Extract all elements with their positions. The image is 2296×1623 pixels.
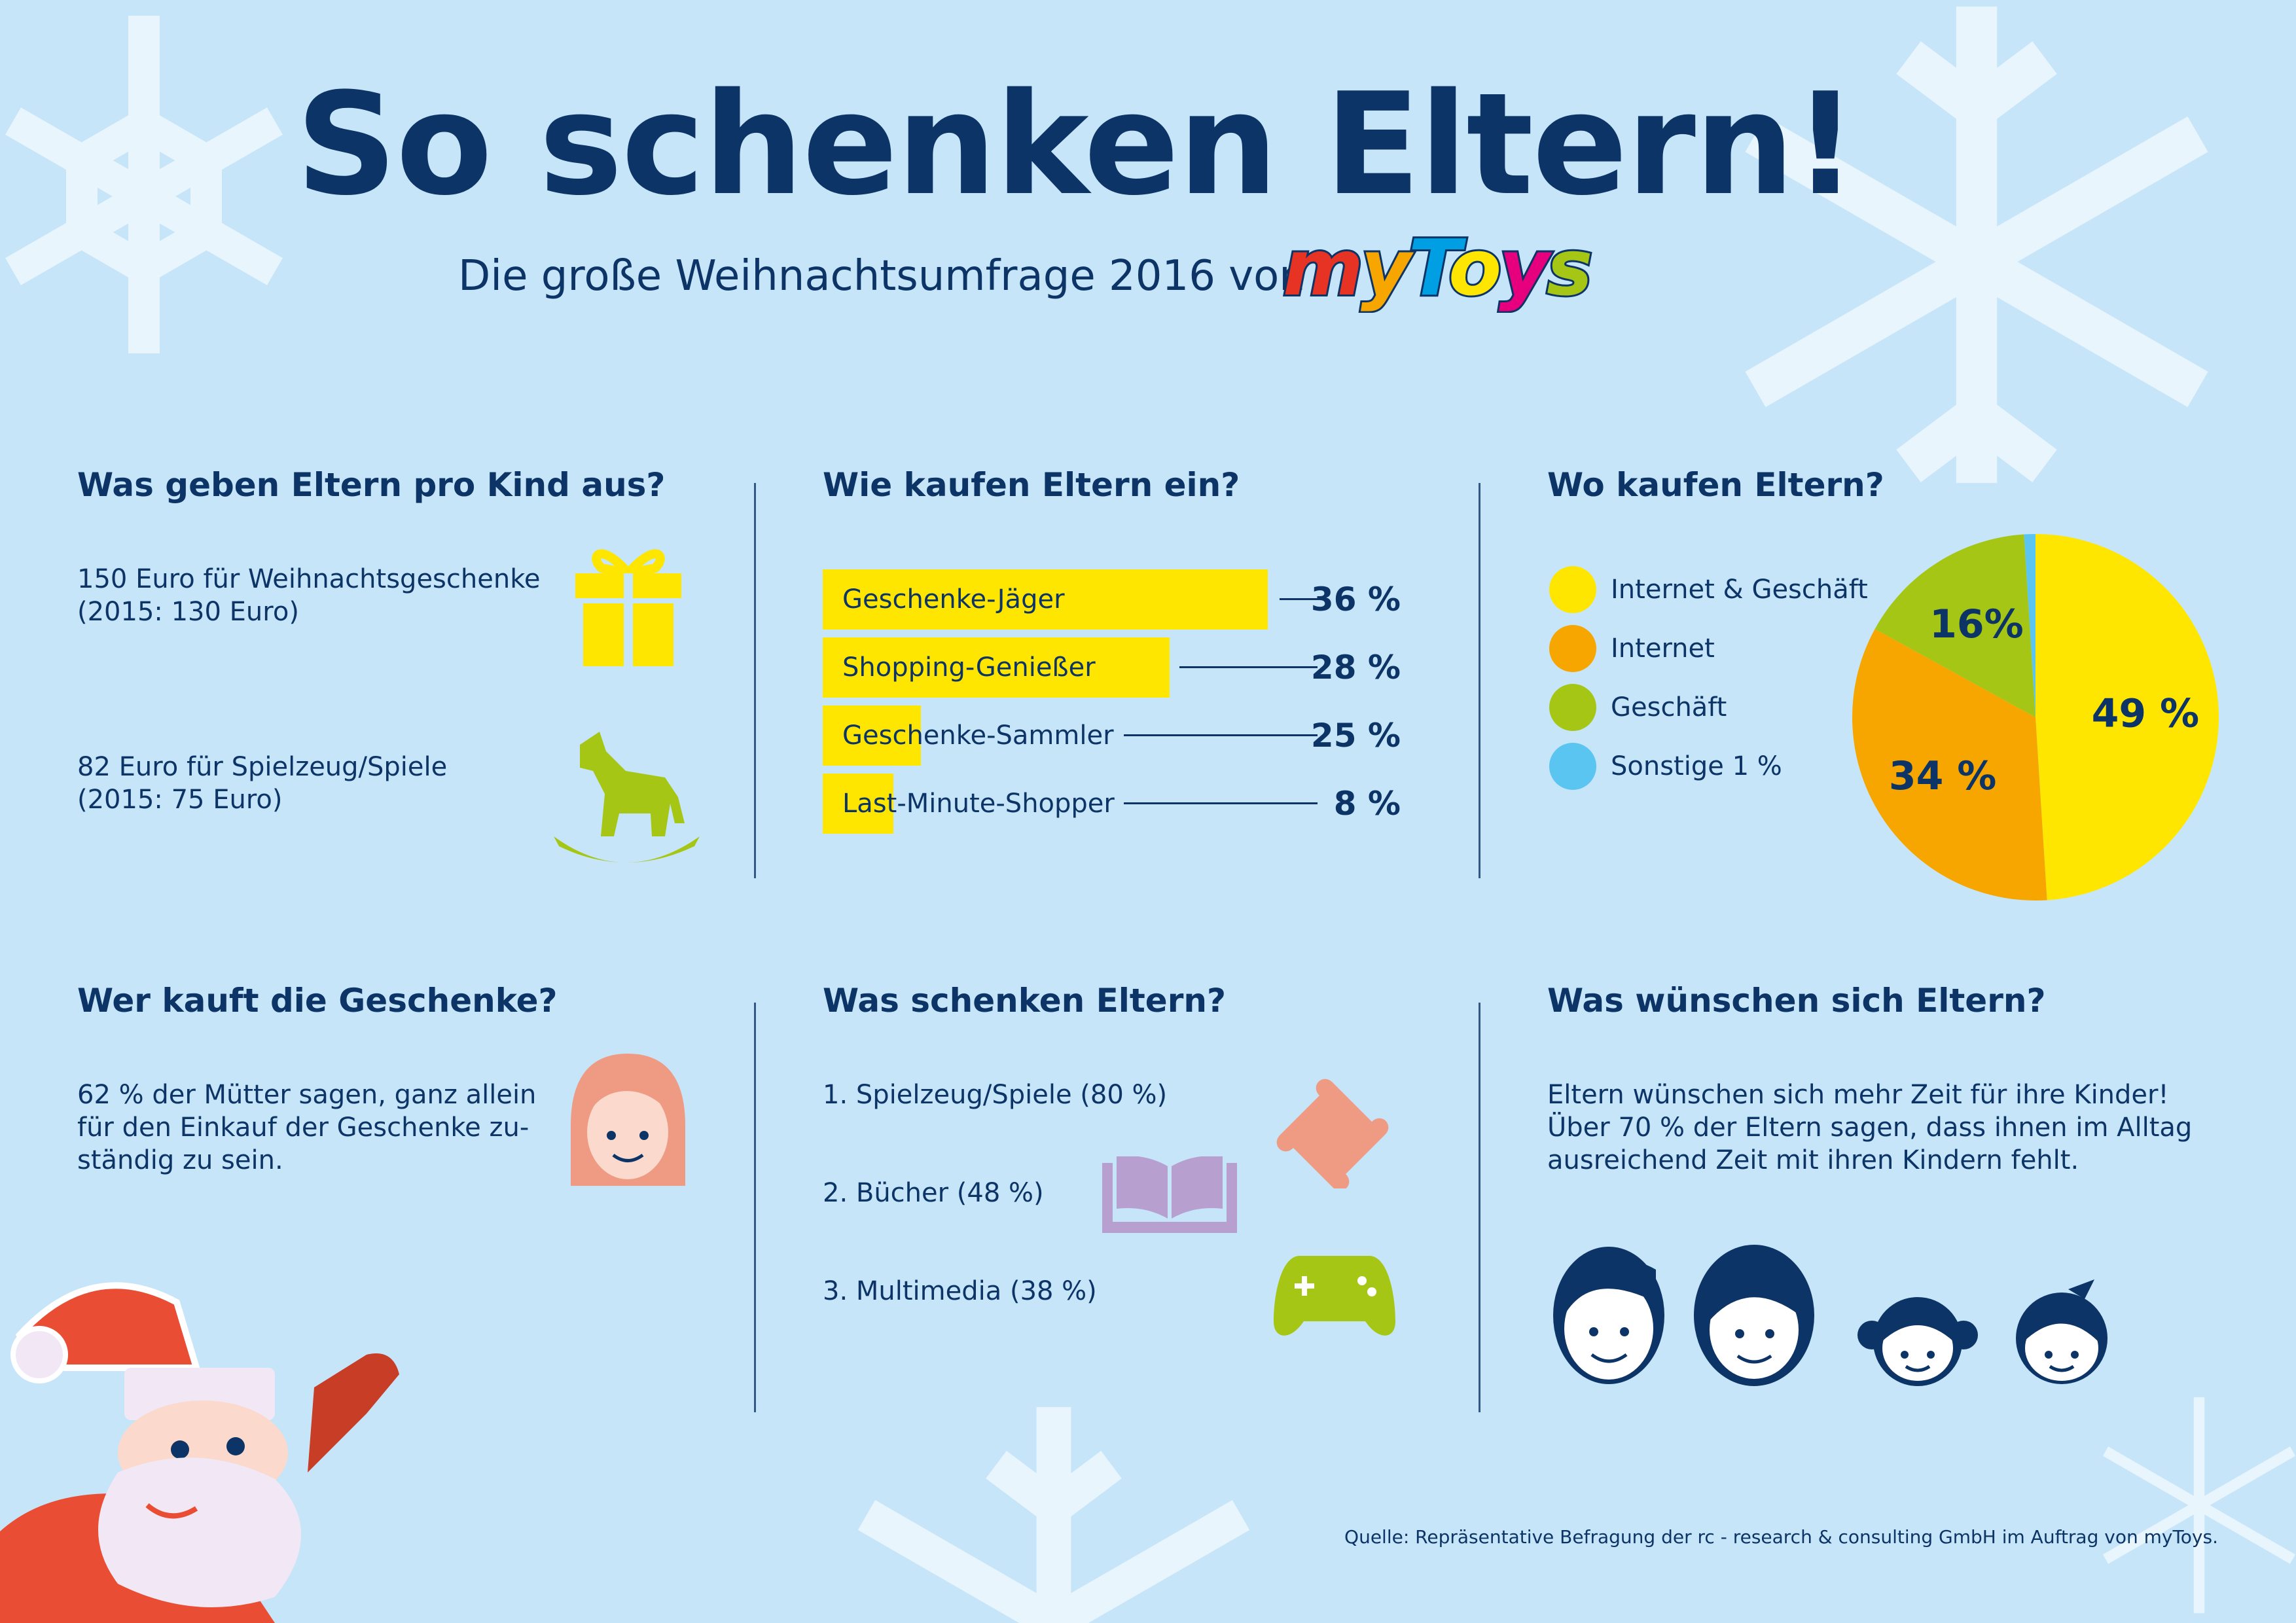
column-divider	[1479, 483, 1480, 878]
pie-chart: 49 % 34 % 16%	[1852, 534, 2219, 901]
spend-item-toys: 82 Euro für Spielzeug/Spiele (2015: 75 E…	[77, 751, 447, 816]
spend-item-gifts: 150 Euro für Weihnachtsgeschenke (2015: …	[77, 563, 541, 628]
spend-previous: (2015: 75 Euro)	[77, 785, 283, 815]
bar-value-label: 25 %	[1310, 717, 1401, 755]
legend-label: Sonstige 1 %	[1611, 751, 1782, 781]
bar	[823, 637, 1170, 698]
section-heading-spend: Was geben Eltern pro Kind aus?	[77, 466, 666, 504]
gift-item: 2. Bücher (48 %)	[823, 1178, 1044, 1208]
section-heading-gifts: Was schenken Eltern?	[823, 982, 1226, 1020]
spend-amount: 82 Euro für Spielzeug/Spiele	[77, 752, 448, 782]
column-divider	[754, 1003, 756, 1412]
gamepad-icon	[1274, 1256, 1395, 1336]
pie-slice	[2024, 534, 2036, 717]
leader-line	[1179, 666, 1318, 668]
section-heading-who: Wer kauft die Geschenke?	[77, 982, 558, 1020]
spend-previous: (2015: 130 Euro)	[77, 597, 299, 627]
text-line: 62 % der Mütter sagen, ganz allein	[77, 1080, 537, 1110]
bar-value-label: 36 %	[1310, 580, 1401, 618]
legend-label: Internet & Geschäft	[1611, 575, 1868, 605]
leader-line	[1124, 734, 1318, 736]
gift-icon	[575, 549, 681, 666]
section-heading-pie-chart: Wo kaufen Eltern?	[1547, 466, 1884, 504]
column-divider	[754, 483, 756, 878]
text-line: Eltern wünschen sich mehr Zeit für ihre …	[1547, 1080, 2169, 1110]
bar-label: Shopping-Genießer	[842, 652, 1096, 683]
text-line: ausreichend Zeit mit ihren Kindern fehlt…	[1547, 1145, 2079, 1175]
pie-slice	[1874, 534, 2036, 717]
bar-label: Geschenke-Jäger	[842, 584, 1065, 615]
rocking-horse-icon	[554, 732, 700, 863]
santa-illustration	[0, 1282, 399, 1623]
bar-value-label: 28 %	[1310, 649, 1401, 687]
puzzle-icon	[1276, 1079, 1389, 1188]
gift-item: 1. Spielzeug/Spiele (80 %)	[823, 1080, 1168, 1110]
section-heading-wishes: Was wünschen sich Eltern?	[1547, 982, 2046, 1020]
mother-face-icon	[571, 1054, 685, 1186]
spend-amount: 150 Euro für Weihnachtsgeschenke	[77, 564, 541, 594]
bar	[823, 705, 921, 766]
leader-line	[1124, 802, 1318, 804]
legend-swatch	[1549, 743, 1596, 790]
legend-swatch	[1549, 625, 1596, 672]
who-text: 62 % der Mütter sagen, ganz allein für d…	[77, 1079, 536, 1177]
bar-label: Last-Minute-Shopper	[842, 789, 1115, 819]
wishes-text: Eltern wünschen sich mehr Zeit für ihre …	[1547, 1079, 2192, 1177]
bar-label: Geschenke-Sammler	[842, 721, 1114, 751]
book-icon	[1102, 1156, 1237, 1233]
bar	[823, 774, 893, 834]
pie-slice-label: 16%	[1929, 601, 2024, 647]
legend-label: Geschäft	[1611, 692, 1727, 722]
section-heading-bar-chart: Wie kaufen Eltern ein?	[823, 466, 1240, 504]
legend-label: Internet	[1611, 633, 1715, 664]
source-note: Quelle: Repräsentative Befragung der rc …	[1344, 1526, 2218, 1548]
mytoys-logo: myToys	[1281, 221, 1594, 315]
gift-item: 3. Multimedia (38 %)	[823, 1276, 1097, 1306]
text-line: für den Einkauf der Geschenke zu-	[77, 1113, 529, 1143]
pie-slice	[2036, 534, 2219, 901]
pie-slice-label: 49 %	[2092, 691, 2200, 737]
text-line: ständig zu sein.	[77, 1145, 283, 1175]
legend-swatch	[1549, 684, 1596, 731]
legend-swatch	[1549, 566, 1596, 613]
subtitle: Die große Weihnachtsumfrage 2016 von	[458, 252, 1306, 300]
pie-slice-label: 34 %	[1889, 753, 1997, 799]
column-divider	[1479, 1003, 1480, 1412]
bar-value-label: 8 %	[1333, 785, 1401, 823]
text-line: Über 70 % der Eltern sagen, dass ihnen i…	[1547, 1113, 2193, 1143]
bar	[823, 569, 1268, 630]
leader-line	[1280, 598, 1318, 600]
family-faces-icon	[1553, 1245, 2108, 1386]
pie-slice	[1852, 629, 2047, 901]
page-title: So schenken Eltern!	[295, 62, 1857, 226]
